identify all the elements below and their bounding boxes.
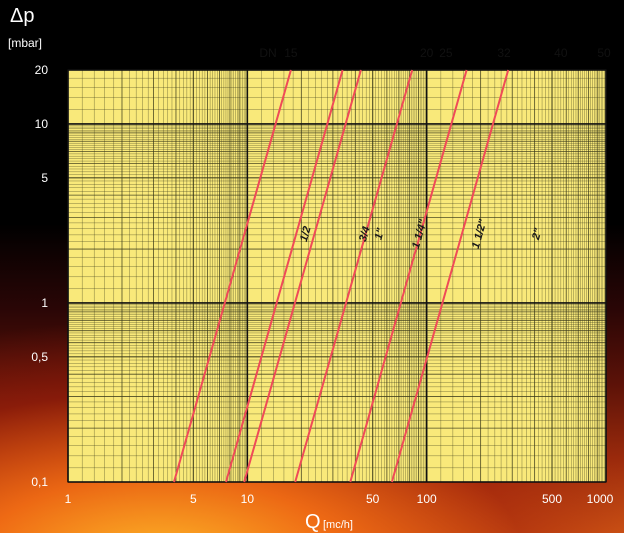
y-axis-label: Δp [10,5,34,27]
x-tick-label: 10 [241,492,255,506]
y-axis-unit: [mbar] [8,36,42,50]
x-tick-label: 5 [190,492,197,506]
plot-border [67,69,607,483]
dn-size-label: 32 [497,46,511,60]
y-tick-label: 0,5 [31,350,48,364]
x-axis-unit: [mc/h] [323,519,353,531]
x-axis-tick-labels: 1 5 10 50 100 500 1000 [65,492,614,506]
flow-curves [173,69,510,483]
y-tick-label: 0,1 [31,475,48,489]
dn-size-label: 50 [597,46,611,60]
x-tick-label: 100 [417,492,437,506]
y-axis-tick-labels: 0,1 0,5 1 5 10 20 [31,63,48,489]
x-tick-label: 50 [366,492,380,506]
y-tick-label: 10 [35,117,49,131]
curve-label: 1" [373,226,388,241]
curve-line [173,69,292,483]
dn-size-label: 15 [284,46,298,60]
x-tick-label: 1000 [587,492,614,506]
dn-size-label: 20 [420,46,434,60]
curve-label: 2" [530,226,545,242]
y-tick-label: 20 [35,63,49,77]
dn-labels: DN 15 20 25 32 40 50 [259,46,611,60]
y-tick-label: 5 [41,171,48,185]
dn-size-label: 40 [554,46,568,60]
x-tick-label: 500 [542,492,562,506]
x-axis-label: Q [305,511,321,533]
plot-background [68,70,606,482]
x-tick-label: 1 [65,492,72,506]
y-tick-label: 1 [41,296,48,310]
curve-label: 3/4 [357,225,373,243]
curve-line [243,69,362,483]
curve-line [294,69,414,483]
curve-line [225,69,344,483]
curve-label: 1/2 [298,225,314,243]
plot-area [67,69,607,483]
curve-line [349,69,468,483]
dn-size-label: 25 [439,46,453,60]
curve-line [390,69,510,483]
dn-header: DN [259,46,276,60]
